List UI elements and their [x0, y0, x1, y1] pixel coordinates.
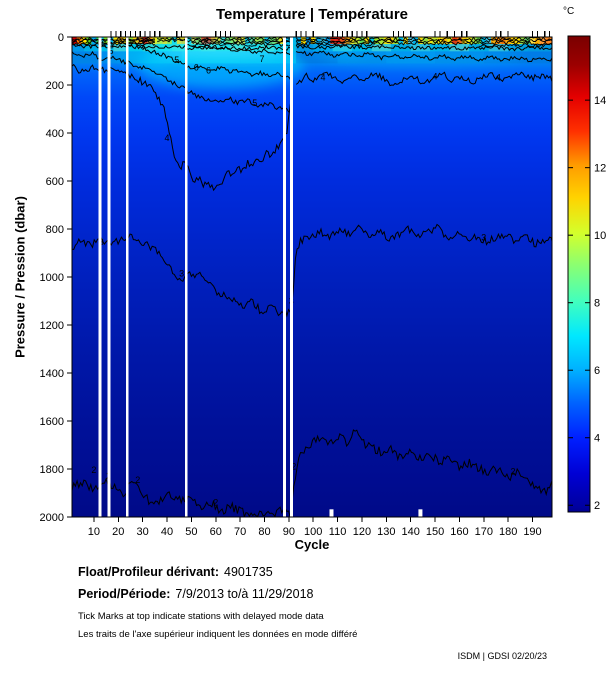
svg-text:90: 90	[283, 526, 295, 538]
svg-text:400: 400	[46, 128, 64, 140]
svg-text:5: 5	[252, 98, 257, 108]
issuer-credit: ISDM | GDSI 02/20/23	[457, 651, 547, 661]
svg-text:140: 140	[402, 526, 420, 538]
svg-text:2: 2	[291, 462, 296, 472]
svg-text:70: 70	[234, 526, 246, 538]
svg-text:7: 7	[204, 37, 209, 47]
svg-text:160: 160	[450, 526, 468, 538]
svg-text:120: 120	[353, 526, 371, 538]
svg-text:1800: 1800	[40, 464, 64, 476]
svg-text:200: 200	[46, 80, 64, 92]
svg-text:2: 2	[594, 500, 600, 512]
note-french: Les traits de l'axe supérieur indiquent …	[78, 629, 358, 640]
svg-text:60: 60	[210, 526, 222, 538]
svg-text:30: 30	[137, 526, 149, 538]
svg-text:4: 4	[165, 133, 170, 143]
period-label: Period/Période:	[78, 587, 171, 601]
svg-text:8: 8	[594, 298, 600, 310]
svg-text:0: 0	[58, 32, 64, 44]
svg-text:12: 12	[594, 163, 606, 175]
svg-text:4: 4	[496, 72, 501, 82]
x-axis-label: Cycle	[294, 537, 330, 552]
svg-text:2: 2	[213, 498, 218, 508]
svg-text:10: 10	[594, 230, 606, 242]
svg-text:80: 80	[258, 526, 270, 538]
note-english: Tick Marks at top indicate stations with…	[78, 611, 324, 622]
svg-text:6: 6	[194, 63, 199, 73]
colorbar-unit-label: °C	[563, 6, 575, 17]
svg-text:1400: 1400	[40, 368, 64, 380]
page-title: Temperature | Température	[215, 6, 409, 23]
svg-text:6: 6	[101, 39, 106, 49]
svg-text:1200: 1200	[40, 320, 64, 332]
svg-text:190: 190	[523, 526, 541, 538]
svg-text:14: 14	[594, 95, 606, 107]
svg-text:600: 600	[46, 176, 64, 188]
y-axis-label: Pressure / Pression (dbar)	[12, 196, 28, 358]
svg-text:3: 3	[179, 268, 184, 278]
svg-text:7: 7	[260, 54, 265, 64]
svg-text:10: 10	[88, 526, 100, 538]
svg-text:150: 150	[426, 526, 444, 538]
svg-text:100: 100	[304, 526, 322, 538]
svg-text:5: 5	[108, 46, 113, 56]
svg-text:20: 20	[112, 526, 124, 538]
svg-text:6: 6	[594, 365, 600, 377]
svg-text:1000: 1000	[40, 272, 64, 284]
svg-text:3: 3	[481, 232, 486, 242]
float-id-line: Float/Profileur dérivant: 4901735	[78, 565, 273, 579]
float-id-value: 4901735	[224, 565, 273, 579]
svg-text:170: 170	[475, 526, 493, 538]
svg-text:50: 50	[185, 526, 197, 538]
svg-text:1600: 1600	[40, 416, 64, 428]
svg-text:4: 4	[320, 72, 325, 82]
svg-text:4: 4	[594, 433, 600, 445]
svg-text:180: 180	[499, 526, 517, 538]
float-id-label: Float/Profileur dérivant:	[78, 565, 219, 579]
svg-text:40: 40	[161, 526, 173, 538]
svg-text:800: 800	[46, 224, 64, 236]
svg-text:110: 110	[329, 526, 347, 538]
svg-text:2: 2	[91, 465, 96, 475]
svg-text:5: 5	[174, 55, 179, 65]
svg-text:2000: 2000	[40, 512, 64, 524]
period-value: 7/9/2013 to/à 11/29/2018	[175, 587, 314, 601]
svg-text:6: 6	[206, 66, 211, 76]
svg-text:130: 130	[377, 526, 395, 538]
svg-text:2: 2	[511, 466, 516, 476]
temperature-contour-plot: 6575667544443333222222102030405060708090…	[40, 31, 606, 538]
svg-text:4: 4	[433, 72, 438, 82]
svg-text:2: 2	[135, 475, 140, 485]
period-line: Period/Période: 7/9/2013 to/à 11/29/2018	[78, 587, 313, 601]
